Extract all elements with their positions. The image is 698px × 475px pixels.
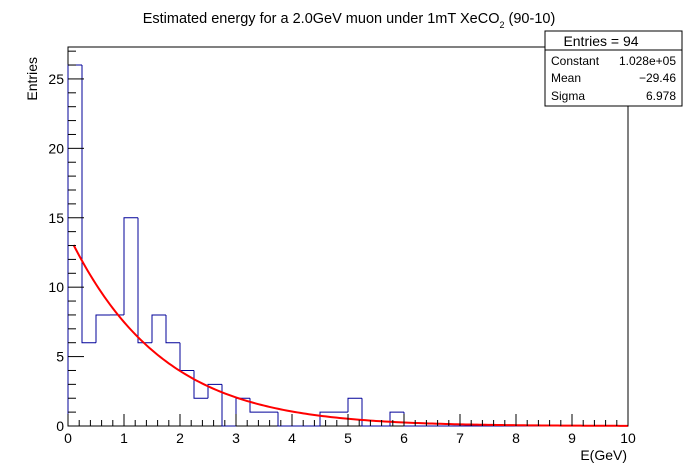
y-tick-label: 0 xyxy=(56,418,64,434)
stats-mean-value: −29.46 xyxy=(639,71,676,85)
stats-mean-label: Mean xyxy=(551,71,581,85)
histogram-bin xyxy=(81,65,96,344)
histogram-bin xyxy=(151,314,166,343)
x-tick-label: 10 xyxy=(620,430,636,446)
histogram-bin xyxy=(347,397,362,413)
histogram-bin xyxy=(123,217,138,315)
histogram-bin xyxy=(95,314,110,343)
y-tick-label: 10 xyxy=(48,279,64,295)
stats-constant-label: Constant xyxy=(551,54,600,68)
histogram-bin xyxy=(137,217,152,344)
y-tick-label: 25 xyxy=(48,71,64,87)
x-tick-label: 4 xyxy=(288,430,296,446)
histogram-bin xyxy=(179,342,194,371)
x-tick-label: 2 xyxy=(176,430,184,446)
x-tick-label: 6 xyxy=(400,430,408,446)
histogram-bin xyxy=(221,384,236,427)
histogram-bin xyxy=(207,383,222,399)
stats-sigma-value: 6.978 xyxy=(646,89,676,103)
y-axis-label: Entries xyxy=(24,57,40,101)
x-tick-label: 1 xyxy=(120,430,128,446)
x-tick-label: 0 xyxy=(64,430,72,446)
histogram-bin xyxy=(277,412,292,427)
x-tick-label: 9 xyxy=(568,430,576,446)
y-tick-label: 5 xyxy=(56,349,64,365)
histogram-bin xyxy=(389,411,404,426)
x-tick-label: 5 xyxy=(344,430,352,446)
stats-constant-value: 1.028e+05 xyxy=(619,54,676,68)
x-tick-label: 7 xyxy=(456,430,464,446)
fit-curve xyxy=(72,244,629,427)
stats-sigma-label: Sigma xyxy=(551,89,585,103)
x-axis-label: E(GeV) xyxy=(580,447,627,463)
stats-entries: Entries = 94 xyxy=(563,33,638,49)
histogram-bin xyxy=(165,314,180,344)
histogram-bin xyxy=(361,398,376,427)
y-tick-label: 15 xyxy=(48,210,64,226)
plot-frame xyxy=(67,46,629,427)
x-tick-label: 3 xyxy=(232,430,240,446)
y-tick-label: 20 xyxy=(48,140,64,156)
histogram-bin xyxy=(319,411,334,426)
x-tick-label: 8 xyxy=(512,430,520,446)
stats-box: Entries = 94 Constant 1.028e+05 Mean −29… xyxy=(544,30,683,107)
chart-title: Estimated energy for a 2.0GeV muon under… xyxy=(143,11,556,30)
histogram-bin xyxy=(235,397,250,426)
stats-box-frame xyxy=(544,30,683,107)
